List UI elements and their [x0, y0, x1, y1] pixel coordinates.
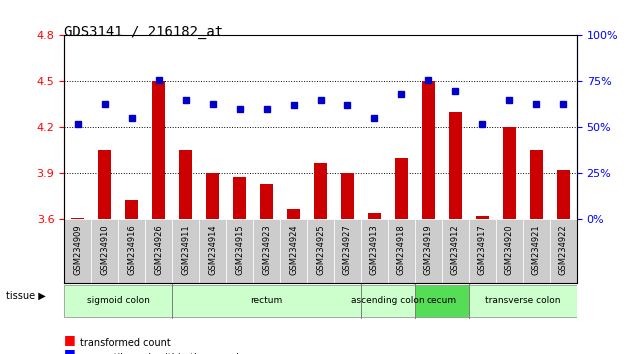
FancyBboxPatch shape	[469, 285, 577, 317]
FancyBboxPatch shape	[172, 219, 199, 283]
FancyBboxPatch shape	[145, 219, 172, 283]
FancyBboxPatch shape	[361, 219, 388, 283]
FancyBboxPatch shape	[334, 219, 361, 283]
FancyBboxPatch shape	[361, 285, 415, 317]
Text: GSM234912: GSM234912	[451, 224, 460, 275]
Text: rectum: rectum	[251, 296, 283, 306]
FancyBboxPatch shape	[415, 219, 442, 283]
Text: GSM234925: GSM234925	[316, 224, 325, 275]
Text: ascending colon: ascending colon	[351, 296, 425, 306]
FancyBboxPatch shape	[199, 219, 226, 283]
FancyBboxPatch shape	[442, 219, 469, 283]
Text: GSM234910: GSM234910	[100, 224, 109, 275]
Bar	[556, 170, 570, 219]
Text: tissue ▶: tissue ▶	[6, 291, 46, 301]
Bar	[260, 184, 273, 219]
Text: ■: ■	[64, 333, 76, 346]
FancyBboxPatch shape	[415, 285, 469, 317]
FancyBboxPatch shape	[91, 219, 118, 283]
FancyBboxPatch shape	[523, 219, 550, 283]
Text: GSM234920: GSM234920	[505, 224, 514, 275]
Text: GSM234917: GSM234917	[478, 224, 487, 275]
Bar	[71, 218, 85, 219]
Bar	[179, 150, 192, 219]
Text: transverse colon: transverse colon	[485, 296, 561, 306]
Text: GSM234913: GSM234913	[370, 224, 379, 275]
Bar	[368, 213, 381, 219]
FancyBboxPatch shape	[118, 219, 145, 283]
Text: transformed count: transformed count	[80, 338, 171, 348]
FancyBboxPatch shape	[226, 219, 253, 283]
Bar	[476, 216, 489, 219]
Bar	[341, 173, 354, 219]
Bar	[422, 81, 435, 219]
Bar	[529, 150, 543, 219]
Bar	[125, 200, 138, 219]
FancyBboxPatch shape	[388, 219, 415, 283]
FancyBboxPatch shape	[253, 219, 280, 283]
FancyBboxPatch shape	[172, 285, 361, 317]
Bar	[287, 209, 300, 219]
Text: GSM234927: GSM234927	[343, 224, 352, 275]
Text: GSM234922: GSM234922	[559, 224, 568, 275]
Text: GSM234918: GSM234918	[397, 224, 406, 275]
FancyBboxPatch shape	[550, 219, 577, 283]
Text: GSM234916: GSM234916	[127, 224, 136, 275]
Text: GSM234926: GSM234926	[154, 224, 163, 275]
Text: GSM234915: GSM234915	[235, 224, 244, 275]
Bar	[152, 81, 165, 219]
Text: GSM234924: GSM234924	[289, 224, 298, 275]
Text: percentile rank within the sample: percentile rank within the sample	[80, 353, 245, 354]
FancyBboxPatch shape	[64, 219, 91, 283]
Bar	[503, 127, 516, 219]
Text: sigmoid colon: sigmoid colon	[87, 296, 149, 306]
Bar	[449, 112, 462, 219]
Text: GSM234921: GSM234921	[532, 224, 541, 275]
FancyBboxPatch shape	[469, 219, 496, 283]
Bar	[206, 173, 219, 219]
FancyBboxPatch shape	[280, 219, 307, 283]
FancyBboxPatch shape	[496, 219, 523, 283]
Bar	[395, 158, 408, 219]
Bar	[98, 150, 112, 219]
FancyBboxPatch shape	[307, 219, 334, 283]
Text: GSM234923: GSM234923	[262, 224, 271, 275]
Text: cecum: cecum	[427, 296, 457, 306]
Text: ■: ■	[64, 348, 76, 354]
Bar	[313, 163, 328, 219]
Bar	[233, 177, 246, 219]
Text: GSM234911: GSM234911	[181, 224, 190, 275]
Text: GSM234919: GSM234919	[424, 224, 433, 275]
Text: GSM234909: GSM234909	[73, 224, 82, 275]
Text: GDS3141 / 216182_at: GDS3141 / 216182_at	[64, 25, 223, 39]
Text: GSM234914: GSM234914	[208, 224, 217, 275]
FancyBboxPatch shape	[64, 285, 172, 317]
